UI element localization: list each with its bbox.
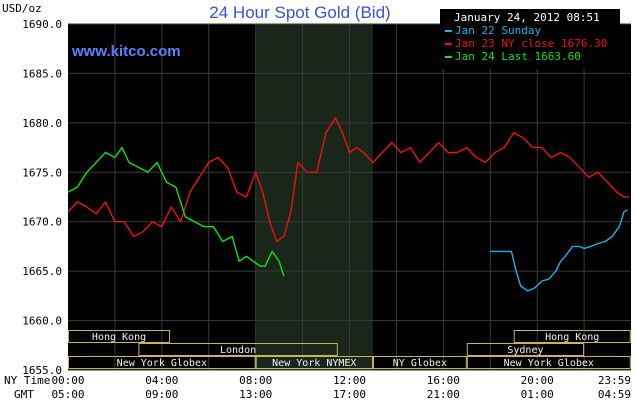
x-axis-label-ny: NY Time [4,374,50,387]
x-tick-label-ny: 04:00 [145,374,178,387]
legend-label: Jan 24 Last 1663.60 [455,50,581,63]
series-line-1 [67,117,629,243]
session-box [68,356,256,369]
grid [68,23,631,371]
session-label: New York NYMEX [272,358,356,369]
series-line-2 [67,146,285,277]
x-tick-label-gmt: 01:00 [521,388,554,401]
x-tick-label-gmt: 04:59 [598,388,631,401]
timestamp: January 24, 2012 08:51 [454,11,600,24]
x-tick-label-ny: 23:59 [598,374,631,387]
session-label: Hong Kong [92,332,146,343]
series-line-0 [490,209,628,292]
trading-sessions: Hong Kong Hong Kong London Sydney New York G… [68,330,631,369]
x-tick-label-gmt: 13:00 [239,388,272,401]
legend-box [440,9,620,69]
y-tick-label: 1670.0 [22,216,62,229]
y-tick-label: 1655.0 [22,364,62,377]
y-tick-label: 1685.0 [22,67,62,80]
x-axis-label-gmt: GMT [14,388,34,401]
x-tick-label-ny: 00:00 [51,374,84,387]
session-label: New York Globex [117,358,207,369]
legend-label: Jan 23 NY close 1676.30 [455,37,607,50]
legend-label: Jan 22 Sunday [455,24,541,37]
chart-title: 24 Hour Spot Gold (Bid) [209,3,390,22]
x-tick-label-ny: 12:00 [333,374,366,387]
y-axis-label: USD/oz [2,2,42,15]
session-label: New York Globex [504,358,594,369]
session-box [138,343,338,356]
y-tick-label: 1660.0 [22,315,62,328]
session-box [466,343,585,356]
y-tick-label: 1680.0 [22,117,62,130]
y-axis: 1690.0 1685.0 1680.0 1675.0 1670.0 1665.0 1660… [22,18,62,377]
x-tick-label-gmt: 09:00 [145,388,178,401]
x-tick-label-gmt: 05:00 [51,388,84,401]
session-label: Sydney [507,345,543,356]
x-tick-label-gmt: 17:00 [333,388,366,401]
x-tick-label-ny: 20:00 [521,374,554,387]
session-label: NY Globex [393,358,447,369]
series-lines [67,117,629,292]
x-tick-label-ny: 08:00 [239,374,272,387]
session-label: London [220,345,256,356]
session-box [255,356,373,369]
session-box [513,330,631,343]
session-box [466,356,631,369]
session-box [372,356,467,369]
y-tick-label: 1675.0 [22,166,62,179]
y-tick-label: 1665.0 [22,265,62,278]
x-tick-label-ny: 16:00 [427,374,460,387]
x-tick-label-gmt: 21:00 [427,388,460,401]
session-label: Hong Kong [545,332,599,343]
shaded-period [255,24,373,370]
session-box [68,330,171,343]
watermark: www.kitco.com [71,43,181,60]
y-tick-label: 1690.0 [22,18,62,31]
